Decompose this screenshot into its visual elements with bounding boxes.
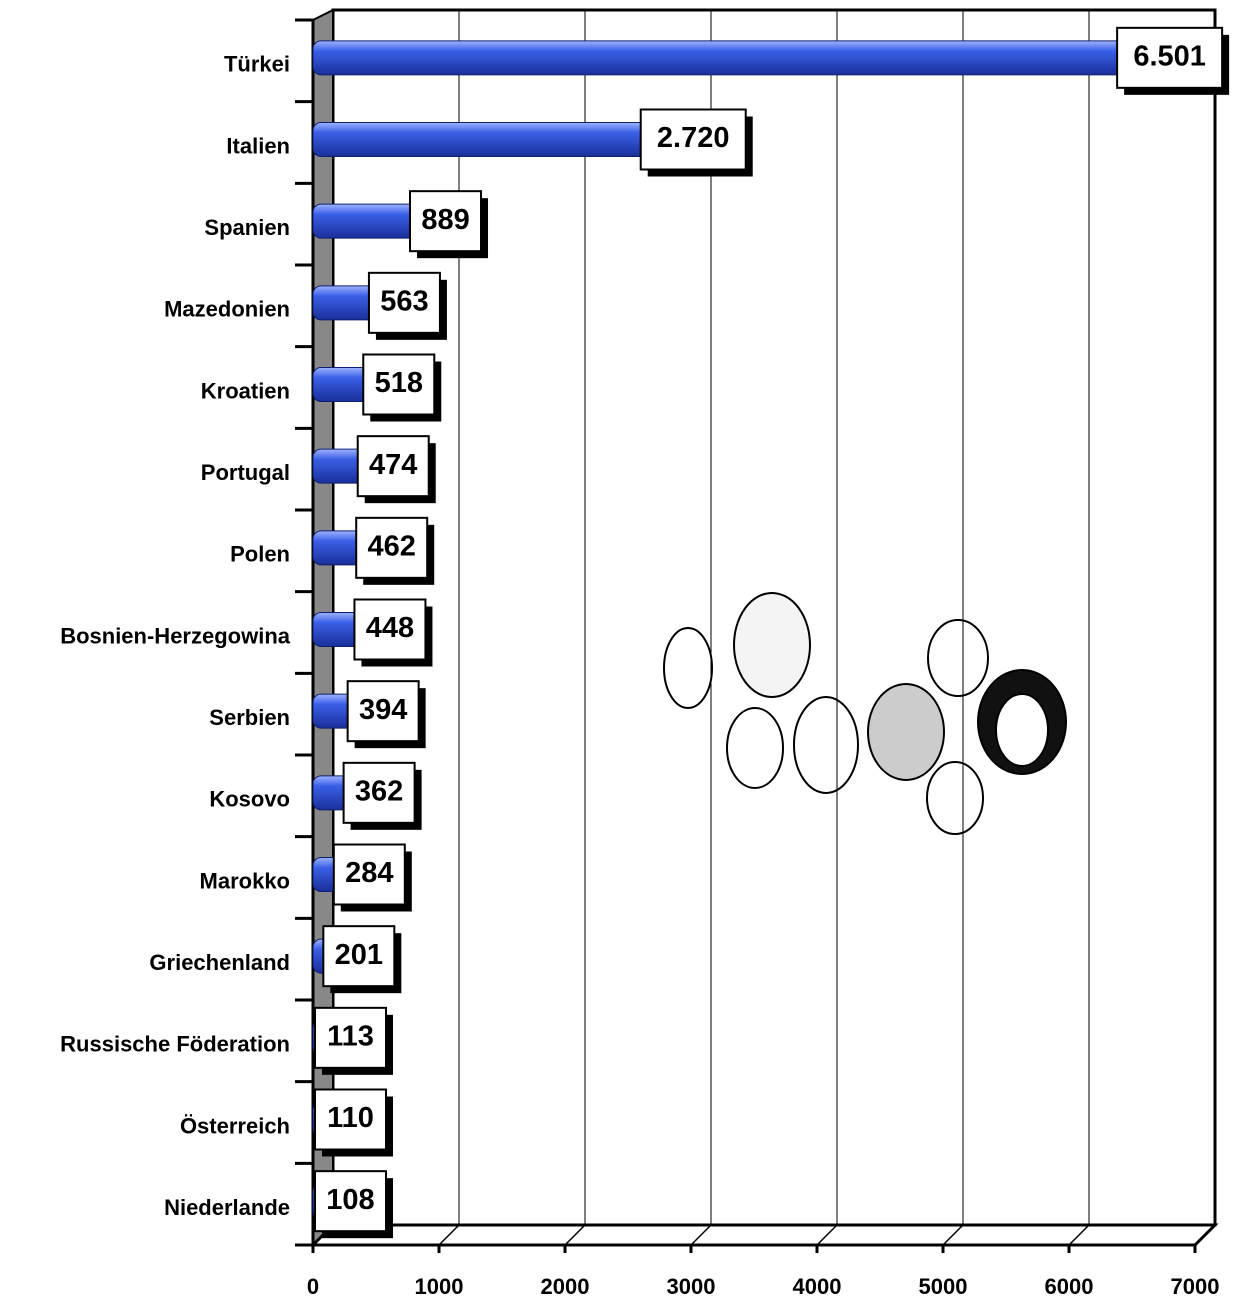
value-label: 201: [335, 939, 383, 971]
value-label-box: [639, 108, 747, 171]
value-label: 394: [359, 694, 407, 726]
value-label: 110: [327, 1102, 374, 1134]
x-tick-label: 7000: [1171, 1274, 1220, 1299]
value-label: 462: [368, 530, 416, 562]
x-tick-label: 4000: [793, 1274, 842, 1299]
value-label: 362: [355, 775, 403, 807]
bar: [312, 203, 426, 239]
y-tick-label: Polen: [230, 542, 290, 567]
value-label-box: [355, 516, 429, 579]
x-tick-label: 2000: [541, 1274, 590, 1299]
x-tick-label: 3000: [667, 1274, 716, 1299]
value-label: 448: [366, 612, 414, 644]
grid-floor-line: [816, 1224, 838, 1246]
value-label-box: [346, 680, 420, 743]
x-tick-label: 0: [307, 1274, 319, 1299]
value-label-box: [356, 435, 430, 498]
grid-floor-line: [564, 1224, 586, 1246]
face-illustration: [663, 592, 1067, 835]
y-tick-label: Bosnien-Herzegowina: [60, 623, 291, 648]
x-tick-label: 1000: [415, 1274, 464, 1299]
grid-floor-line: [690, 1224, 712, 1246]
value-label: 108: [326, 1184, 374, 1216]
grid-floor-line: [438, 1224, 460, 1246]
value-label-box: [332, 843, 406, 906]
value-label: 518: [375, 367, 423, 399]
y-tick-label: Niederlande: [164, 1195, 290, 1220]
y-tick-label: Kosovo: [209, 787, 290, 812]
y-tick-label: Spanien: [204, 215, 290, 240]
value-label: 2.720: [657, 122, 730, 154]
x-tick-label: 6000: [1045, 1274, 1094, 1299]
bar: [312, 40, 1133, 76]
value-label: 889: [421, 204, 469, 236]
y-tick-label: Italien: [226, 133, 290, 158]
bar: [312, 122, 657, 157]
x-tick-label: 5000: [919, 1274, 968, 1299]
grid-floor-line: [1194, 1224, 1216, 1246]
grid-floor-line: [942, 1224, 964, 1246]
y-tick-label: Russische Föderation: [60, 1032, 290, 1057]
y-tick-label: Türkei: [224, 52, 290, 77]
value-label: 6.501: [1133, 40, 1206, 72]
grid-floor-line: [1068, 1224, 1090, 1246]
value-label-box: [353, 598, 427, 661]
y-tick-label: Marokko: [200, 868, 290, 893]
value-label: 474: [369, 449, 417, 481]
y-tick-label: Portugal: [201, 460, 290, 485]
value-label-box: [1116, 26, 1224, 89]
value-label-box: [314, 1006, 387, 1069]
value-label-box: [367, 271, 441, 334]
value-label: 284: [345, 857, 393, 889]
y-tick-label: Kroatien: [201, 378, 290, 403]
value-label-box: [342, 761, 416, 824]
value-label-box: [322, 925, 396, 988]
value-label: 563: [380, 285, 428, 317]
y-tick-label: Österreich: [180, 1113, 290, 1138]
value-label-box: [314, 1170, 387, 1233]
y-tick-label: Mazedonien: [164, 297, 290, 322]
y-tick-label: Griechenland: [149, 950, 290, 975]
y-tick-label: Serbien: [209, 705, 290, 730]
value-label: 113: [327, 1020, 374, 1052]
value-label-box: [362, 353, 436, 416]
value-label-box: [314, 1088, 387, 1151]
value-label-box: [409, 190, 483, 253]
